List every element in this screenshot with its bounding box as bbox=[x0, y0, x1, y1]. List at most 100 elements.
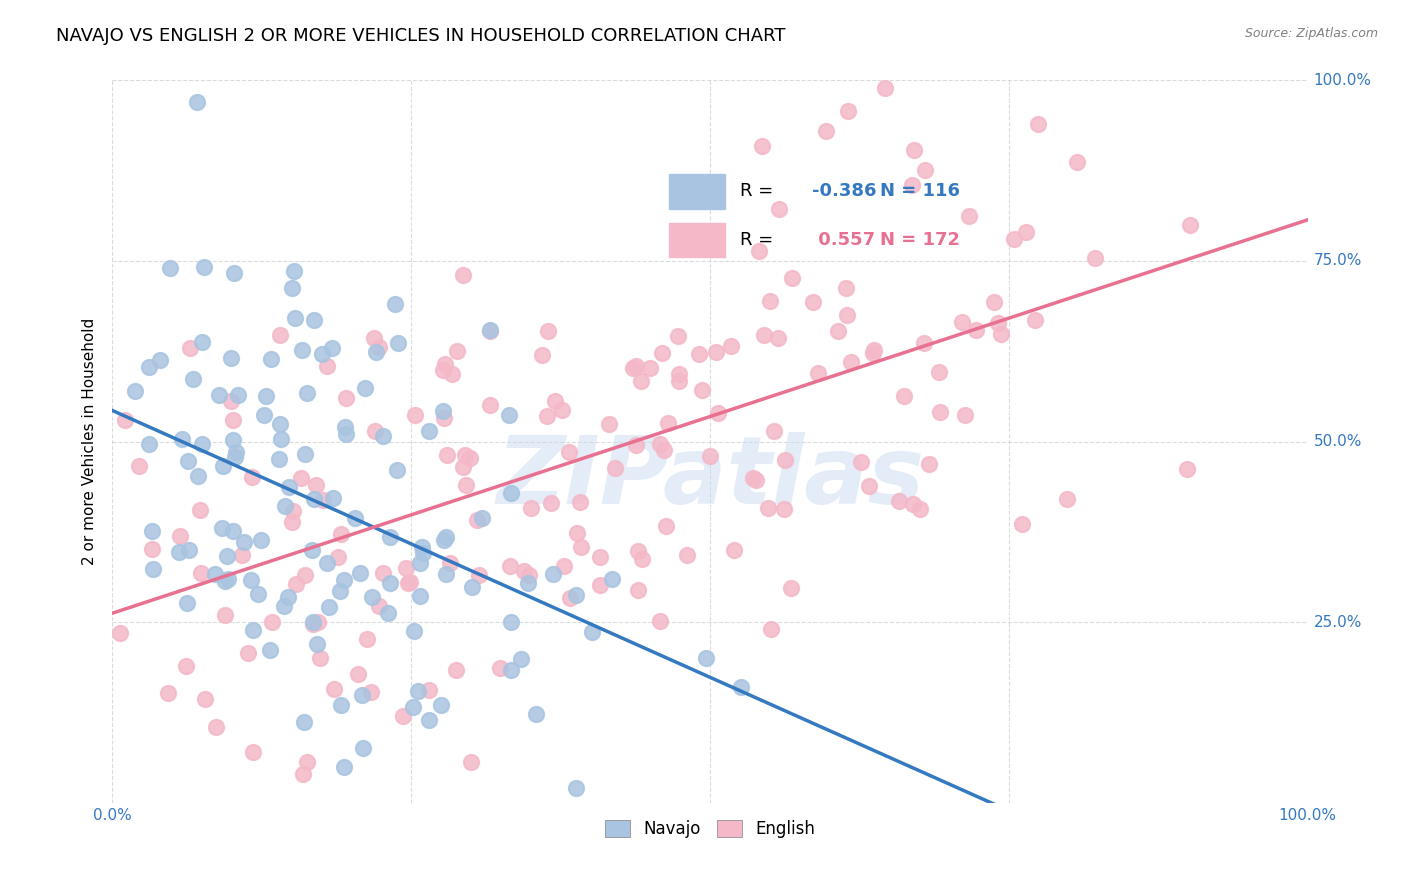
Point bbox=[354, 381, 377, 395]
Point bbox=[465, 513, 488, 527]
Point bbox=[551, 403, 574, 417]
Point bbox=[837, 308, 859, 322]
Point bbox=[322, 491, 344, 506]
Point bbox=[312, 492, 335, 507]
Point bbox=[565, 588, 588, 602]
Point bbox=[290, 471, 312, 485]
Point bbox=[316, 359, 339, 374]
Point bbox=[827, 324, 849, 338]
Point bbox=[368, 340, 391, 354]
Point bbox=[211, 459, 233, 474]
Point bbox=[773, 501, 796, 516]
Text: 100.0%: 100.0% bbox=[1313, 73, 1372, 87]
Point bbox=[569, 495, 592, 509]
Point bbox=[378, 575, 401, 590]
Point bbox=[318, 600, 340, 615]
Point bbox=[291, 343, 314, 358]
Point bbox=[768, 202, 790, 217]
Point bbox=[322, 681, 344, 696]
Point bbox=[128, 458, 150, 473]
Point bbox=[648, 437, 671, 451]
Point bbox=[741, 471, 763, 485]
Point bbox=[335, 419, 357, 434]
Point bbox=[240, 469, 263, 483]
Point bbox=[281, 281, 304, 295]
Point bbox=[957, 210, 980, 224]
Point bbox=[558, 591, 581, 606]
Point bbox=[188, 503, 211, 517]
Point bbox=[1178, 218, 1201, 232]
Point bbox=[432, 363, 454, 377]
Point bbox=[226, 388, 249, 402]
Point bbox=[887, 494, 910, 508]
Point bbox=[114, 412, 136, 426]
Point bbox=[631, 552, 654, 566]
Point bbox=[1024, 312, 1046, 326]
Point bbox=[928, 365, 950, 379]
Point bbox=[509, 652, 531, 666]
Point bbox=[242, 623, 264, 637]
Point bbox=[238, 646, 260, 660]
Point bbox=[1015, 225, 1038, 239]
Point bbox=[983, 294, 1005, 309]
Point bbox=[536, 409, 558, 423]
Point bbox=[108, 626, 131, 640]
Point bbox=[581, 625, 603, 640]
Point bbox=[360, 685, 382, 699]
Point bbox=[222, 524, 245, 539]
Point bbox=[630, 375, 652, 389]
Point bbox=[294, 567, 316, 582]
Point bbox=[254, 388, 277, 402]
Point bbox=[378, 530, 401, 544]
Point bbox=[138, 436, 160, 450]
Point bbox=[600, 572, 623, 586]
Point bbox=[330, 698, 353, 712]
Point bbox=[432, 404, 454, 418]
Point bbox=[412, 546, 434, 560]
Point bbox=[461, 580, 484, 594]
Point bbox=[224, 450, 246, 465]
Point bbox=[914, 163, 936, 178]
Point bbox=[516, 576, 538, 591]
Point bbox=[281, 515, 304, 529]
Point bbox=[409, 556, 432, 570]
Point bbox=[748, 244, 770, 258]
Point bbox=[460, 755, 482, 769]
Point bbox=[283, 264, 305, 278]
Point bbox=[513, 564, 536, 578]
Point bbox=[627, 582, 650, 597]
Point bbox=[329, 583, 352, 598]
Point bbox=[169, 529, 191, 543]
Point bbox=[436, 448, 458, 462]
Point bbox=[259, 642, 281, 657]
Point bbox=[295, 755, 318, 769]
Point bbox=[302, 615, 325, 629]
Point bbox=[603, 461, 626, 475]
Point bbox=[247, 587, 270, 601]
Point bbox=[344, 511, 367, 525]
Point bbox=[851, 455, 873, 469]
Point bbox=[239, 573, 262, 587]
Point bbox=[411, 540, 433, 554]
Point bbox=[371, 566, 394, 581]
Point bbox=[402, 699, 425, 714]
Point bbox=[214, 608, 236, 623]
Point bbox=[1066, 155, 1088, 169]
Point bbox=[692, 383, 714, 397]
Point bbox=[406, 684, 429, 698]
Point bbox=[468, 567, 491, 582]
Point bbox=[181, 372, 204, 386]
Point bbox=[589, 578, 612, 592]
Point bbox=[333, 760, 356, 774]
Point bbox=[668, 375, 690, 389]
Point bbox=[762, 424, 785, 438]
Point bbox=[862, 345, 884, 359]
Point bbox=[190, 566, 212, 580]
Point bbox=[368, 599, 391, 613]
Point bbox=[333, 574, 356, 588]
Point bbox=[451, 460, 474, 475]
Point bbox=[307, 615, 329, 629]
Point bbox=[780, 271, 803, 285]
Point bbox=[269, 417, 291, 431]
Point bbox=[544, 394, 567, 409]
